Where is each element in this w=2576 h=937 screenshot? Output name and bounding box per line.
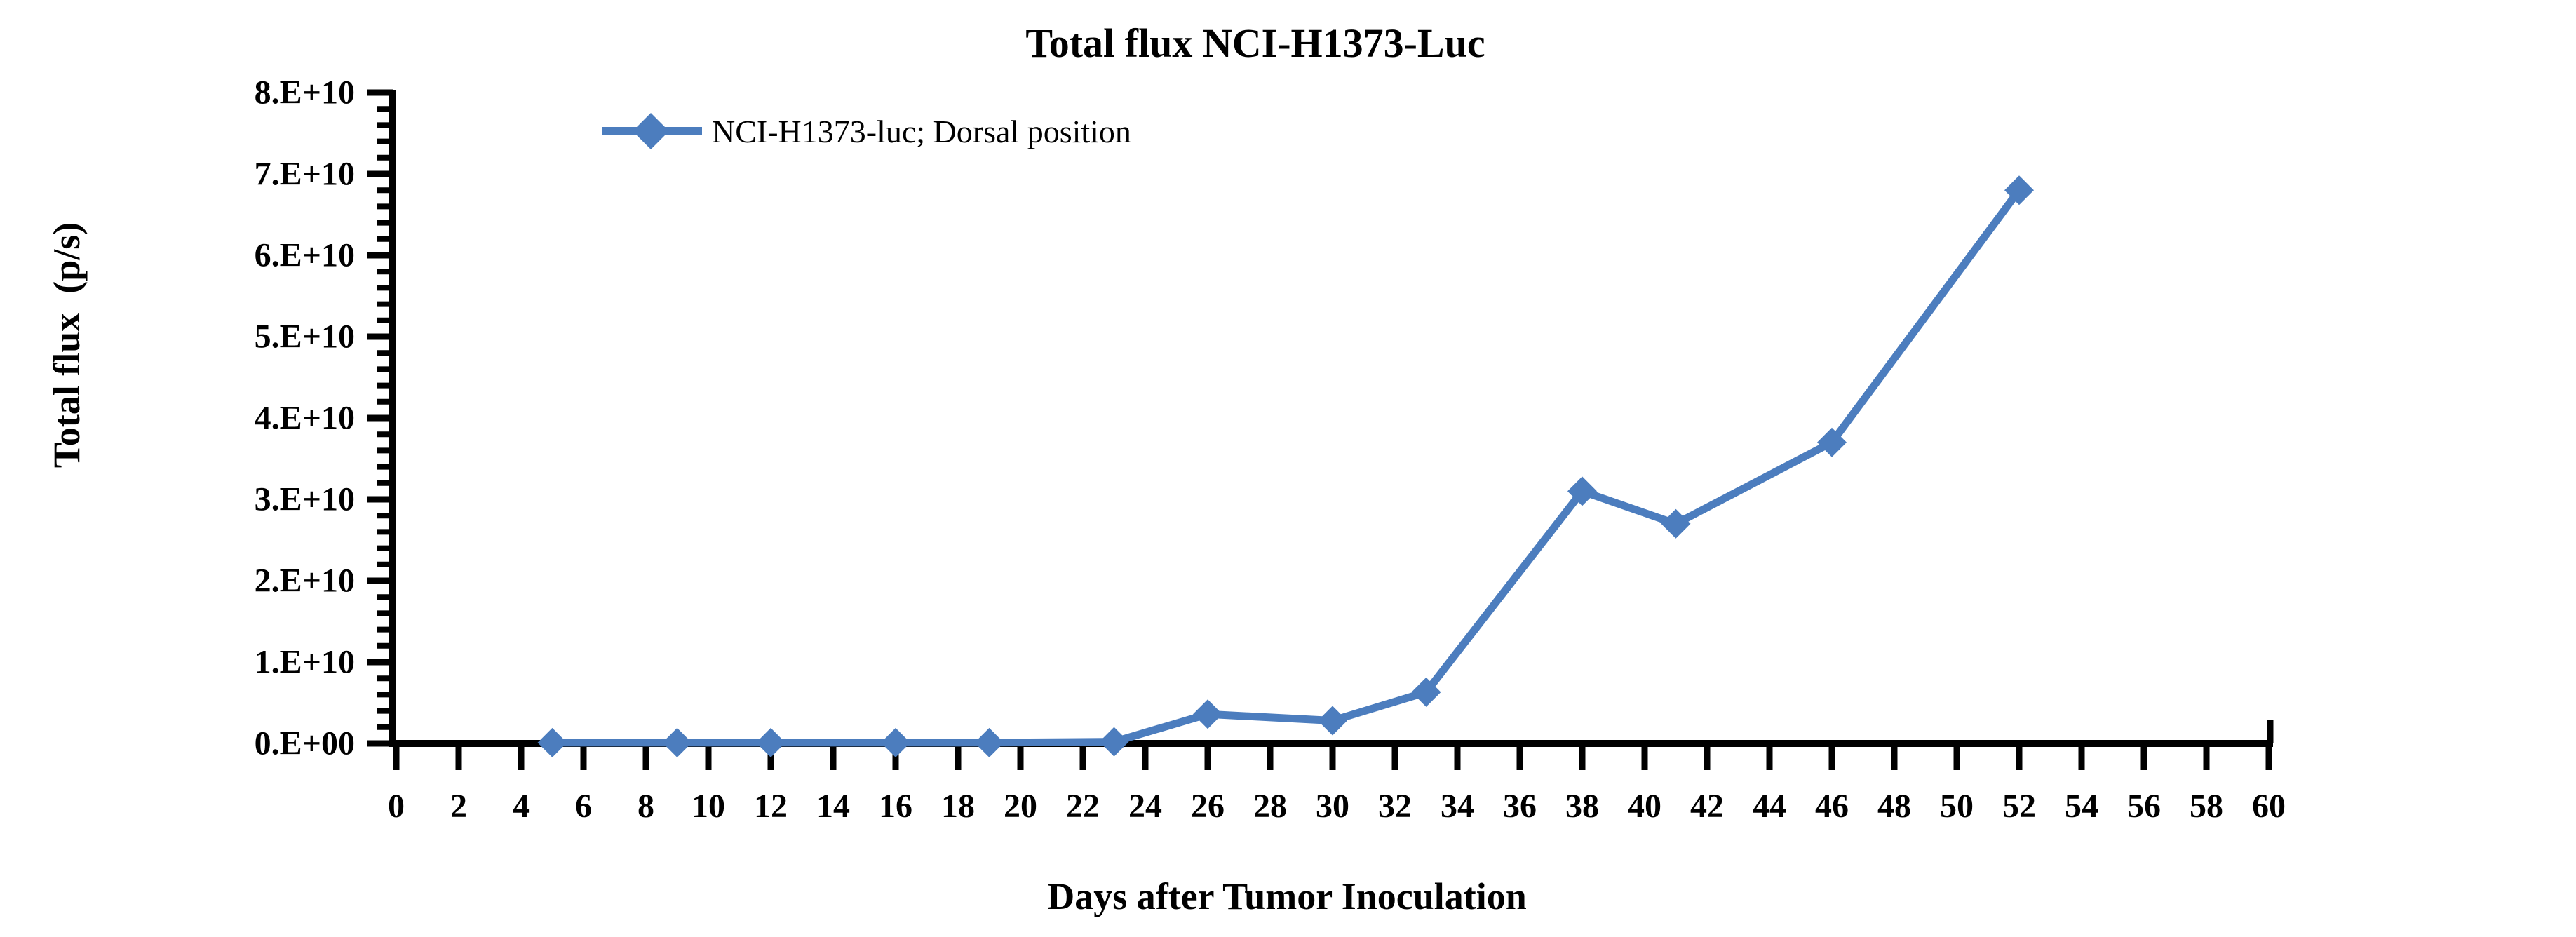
chart-title: Total flux NCI-H1373-Luc <box>1025 20 1485 66</box>
svg-text:22: 22 <box>1066 788 1100 825</box>
svg-text:14: 14 <box>816 788 850 825</box>
svg-text:48: 48 <box>1877 788 1911 825</box>
svg-text:36: 36 <box>1503 788 1537 825</box>
svg-text:32: 32 <box>1378 788 1412 825</box>
svg-text:24: 24 <box>1128 788 1162 825</box>
svg-text:26: 26 <box>1191 788 1225 825</box>
svg-text:40: 40 <box>1628 788 1661 825</box>
svg-text:1.E+10: 1.E+10 <box>255 644 355 681</box>
svg-text:52: 52 <box>2002 788 2036 825</box>
svg-text:58: 58 <box>2190 788 2223 825</box>
svg-text:8: 8 <box>638 788 654 825</box>
svg-text:44: 44 <box>1753 788 1786 825</box>
svg-text:34: 34 <box>1441 788 1474 825</box>
legend: NCI-H1373-luc; Dorsal position <box>600 109 1131 153</box>
svg-text:12: 12 <box>754 788 788 825</box>
svg-text:60: 60 <box>2252 788 2286 825</box>
svg-text:46: 46 <box>1815 788 1849 825</box>
legend-series-marker-icon <box>602 113 702 149</box>
svg-text:8.E+10: 8.E+10 <box>255 74 355 112</box>
svg-text:28: 28 <box>1253 788 1287 825</box>
svg-text:16: 16 <box>879 788 912 825</box>
svg-text:38: 38 <box>1565 788 1599 825</box>
svg-text:56: 56 <box>2127 788 2161 825</box>
svg-text:3.E+10: 3.E+10 <box>255 481 355 518</box>
svg-text:10: 10 <box>692 788 725 825</box>
svg-text:7.E+10: 7.E+10 <box>255 156 355 193</box>
svg-text:20: 20 <box>1004 788 1037 825</box>
x-axis-title: Days after Tumor Inoculation <box>1047 875 1527 917</box>
svg-text:50: 50 <box>1940 788 1974 825</box>
svg-text:30: 30 <box>1316 788 1349 825</box>
svg-text:5.E+10: 5.E+10 <box>255 318 355 356</box>
svg-text:2: 2 <box>450 788 467 825</box>
svg-text:4: 4 <box>513 788 530 825</box>
svg-text:18: 18 <box>941 788 975 825</box>
svg-text:42: 42 <box>1690 788 1724 825</box>
legend-series-label: NCI-H1373-luc; Dorsal position <box>712 113 1131 149</box>
svg-text:0: 0 <box>388 788 405 825</box>
svg-text:6: 6 <box>575 788 592 825</box>
svg-text:6.E+10: 6.E+10 <box>255 237 355 274</box>
svg-text:4.E+10: 4.E+10 <box>255 400 355 437</box>
svg-text:54: 54 <box>2065 788 2098 825</box>
svg-text:2.E+10: 2.E+10 <box>255 562 355 600</box>
svg-text:0.E+00: 0.E+00 <box>255 725 355 762</box>
